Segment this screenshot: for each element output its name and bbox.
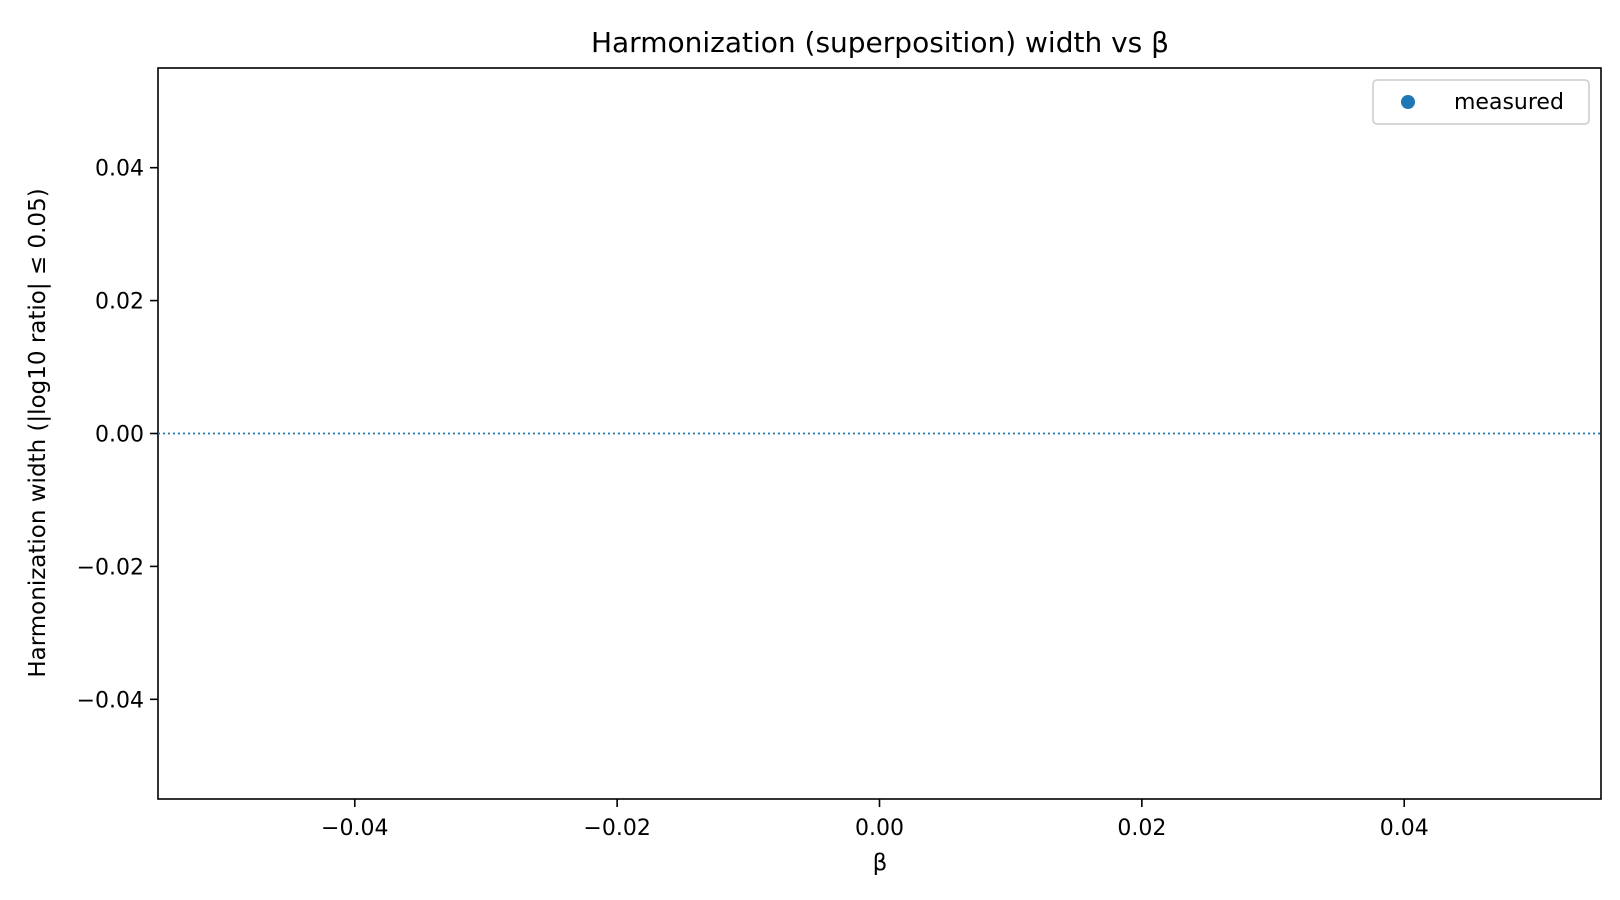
- y-axis-label: Harmonization width (|log10 ratio| ≤ 0.0…: [25, 188, 51, 677]
- x-tick-label: −0.04: [321, 816, 388, 841]
- y-tick-label: 0.00: [95, 423, 144, 448]
- x-tick-label: 0.04: [1380, 816, 1429, 841]
- x-axis-label: β: [873, 850, 888, 876]
- y-tick-label: −0.04: [77, 688, 144, 713]
- x-tick-label: −0.02: [583, 816, 650, 841]
- y-axis-ticks: −0.04 −0.02 0.00 0.02 0.04: [77, 157, 158, 713]
- x-tick-label: 0.00: [855, 816, 904, 841]
- x-tick-label: 0.02: [1117, 816, 1166, 841]
- legend: measured: [1372, 79, 1590, 125]
- y-tick-label: 0.04: [95, 157, 144, 182]
- y-tick-label: 0.02: [95, 290, 144, 315]
- legend-box: [1372, 79, 1590, 125]
- y-tick-label: −0.02: [77, 555, 144, 580]
- x-axis-ticks: −0.04 −0.02 0.00 0.02 0.04: [321, 799, 1429, 841]
- legend-marker-measured: [1401, 95, 1415, 109]
- legend-label-measured: measured: [1454, 90, 1564, 115]
- chart-title: Harmonization (superposition) width vs β: [591, 26, 1169, 59]
